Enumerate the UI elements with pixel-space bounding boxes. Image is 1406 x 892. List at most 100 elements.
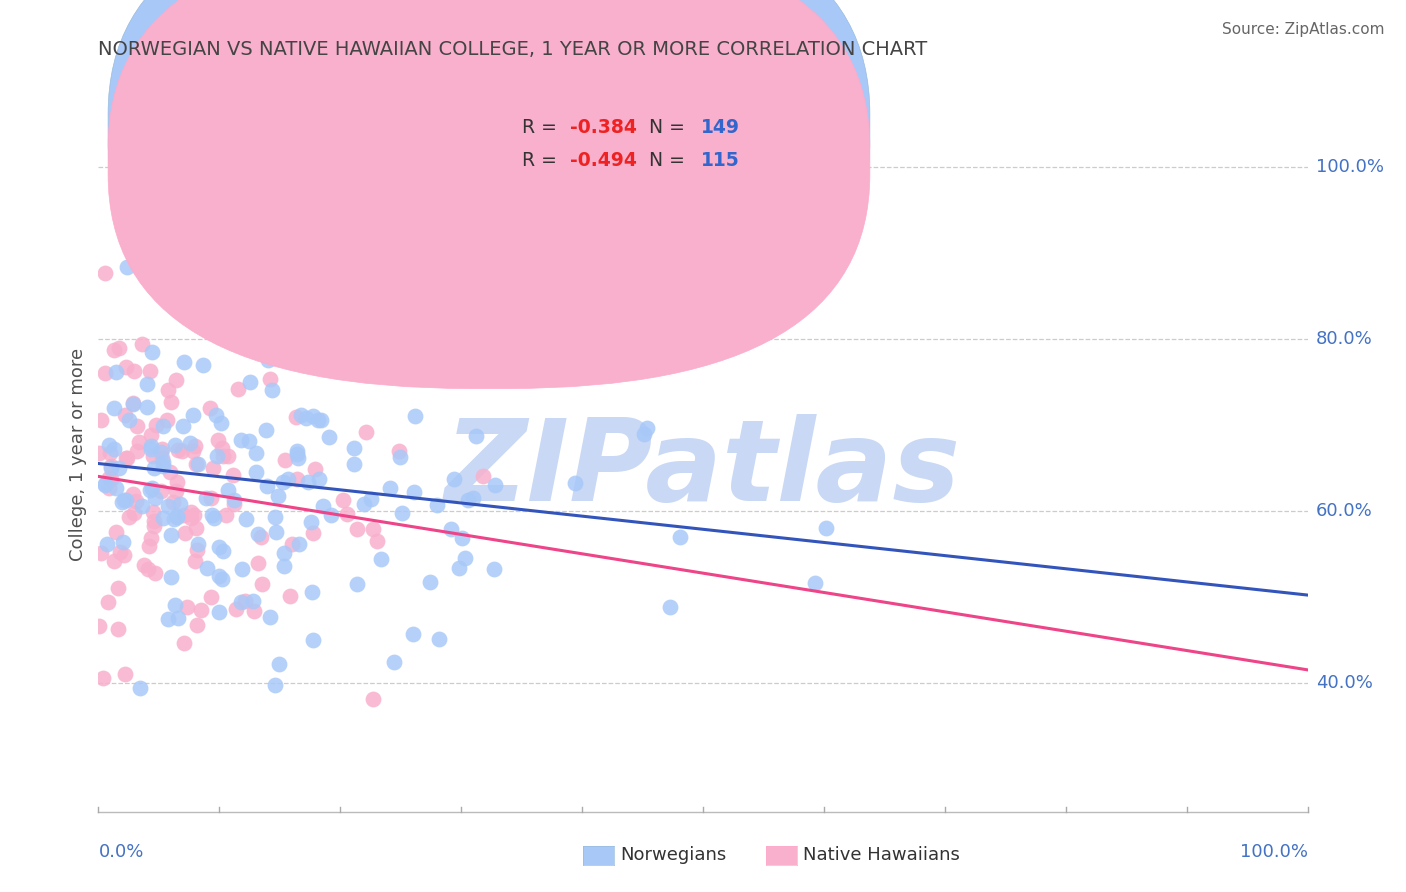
Point [259,610,281,624]
Point [184,439,207,453]
Point [254,423,277,437]
Text: R =: R = [522,152,562,170]
Point [212,449,235,463]
Point [302,632,325,647]
Point [256,479,278,493]
Point [90,413,112,427]
Point [139,364,162,378]
Point [302,525,325,540]
Point [139,427,162,442]
Point [419,575,441,590]
Point [430,341,453,355]
Point [440,522,463,536]
Point [134,558,156,572]
Point [273,559,295,574]
Point [180,505,202,519]
Text: 115: 115 [700,152,740,170]
Point [167,610,190,624]
Text: 100.0%: 100.0% [1316,158,1384,176]
Point [669,530,692,544]
Point [451,531,474,545]
Point [107,582,129,596]
Text: N =: N = [648,152,690,170]
Point [238,434,260,449]
Point [141,531,163,545]
Point [131,336,153,351]
Point [247,527,270,541]
Point [273,546,295,560]
Point [190,603,212,617]
Point [111,495,134,509]
Point [125,443,148,458]
Point [233,303,256,318]
Point [262,384,284,398]
Point [200,491,222,505]
Point [277,472,299,486]
Point [145,417,167,432]
Point [242,594,264,608]
Point [122,506,145,520]
Point [198,401,221,416]
Point [135,377,157,392]
Point [443,472,465,486]
Point [201,508,224,522]
Point [309,413,332,427]
Point [160,570,183,584]
Point [239,375,262,389]
Point [346,576,368,591]
Point [162,495,184,509]
Point [254,344,277,359]
Point [482,562,505,576]
Point [264,525,287,540]
Point [115,492,138,507]
Text: -0.384: -0.384 [569,118,637,136]
Point [97,471,120,485]
Y-axis label: College, 1 year or more: College, 1 year or more [69,349,87,561]
FancyBboxPatch shape [108,0,870,389]
Text: N =: N = [648,118,690,136]
Point [122,397,145,411]
Point [100,472,122,486]
Point [112,549,135,563]
Point [115,359,138,374]
Point [156,413,179,427]
Point [184,457,207,471]
Point [107,622,129,636]
Point [93,367,115,381]
Text: Source: ZipAtlas.com: Source: ZipAtlas.com [1222,22,1385,37]
Point [245,465,267,479]
Point [447,561,470,575]
Point [208,605,231,619]
Point [426,498,449,512]
Point [374,361,396,376]
Point [201,460,224,475]
Point [382,655,405,669]
Point [215,508,238,523]
Point [301,409,323,423]
Point [804,576,827,591]
Point [276,326,298,340]
Point [173,268,195,282]
Point [461,491,484,506]
Point [318,430,340,444]
Point [105,365,128,379]
Point [94,478,117,492]
Point [94,266,117,280]
Point [387,278,409,293]
Point [150,445,173,459]
Point [128,681,150,696]
Point [243,604,266,618]
Point [278,589,301,603]
Point [269,657,291,671]
Point [264,509,287,524]
Point [118,510,141,524]
Point [103,401,125,416]
Point [259,372,281,386]
Point [141,481,163,495]
Point [208,568,231,582]
Text: 80.0%: 80.0% [1316,330,1372,348]
Point [465,429,488,443]
Point [288,536,311,550]
Point [157,499,180,513]
Point [187,537,209,551]
